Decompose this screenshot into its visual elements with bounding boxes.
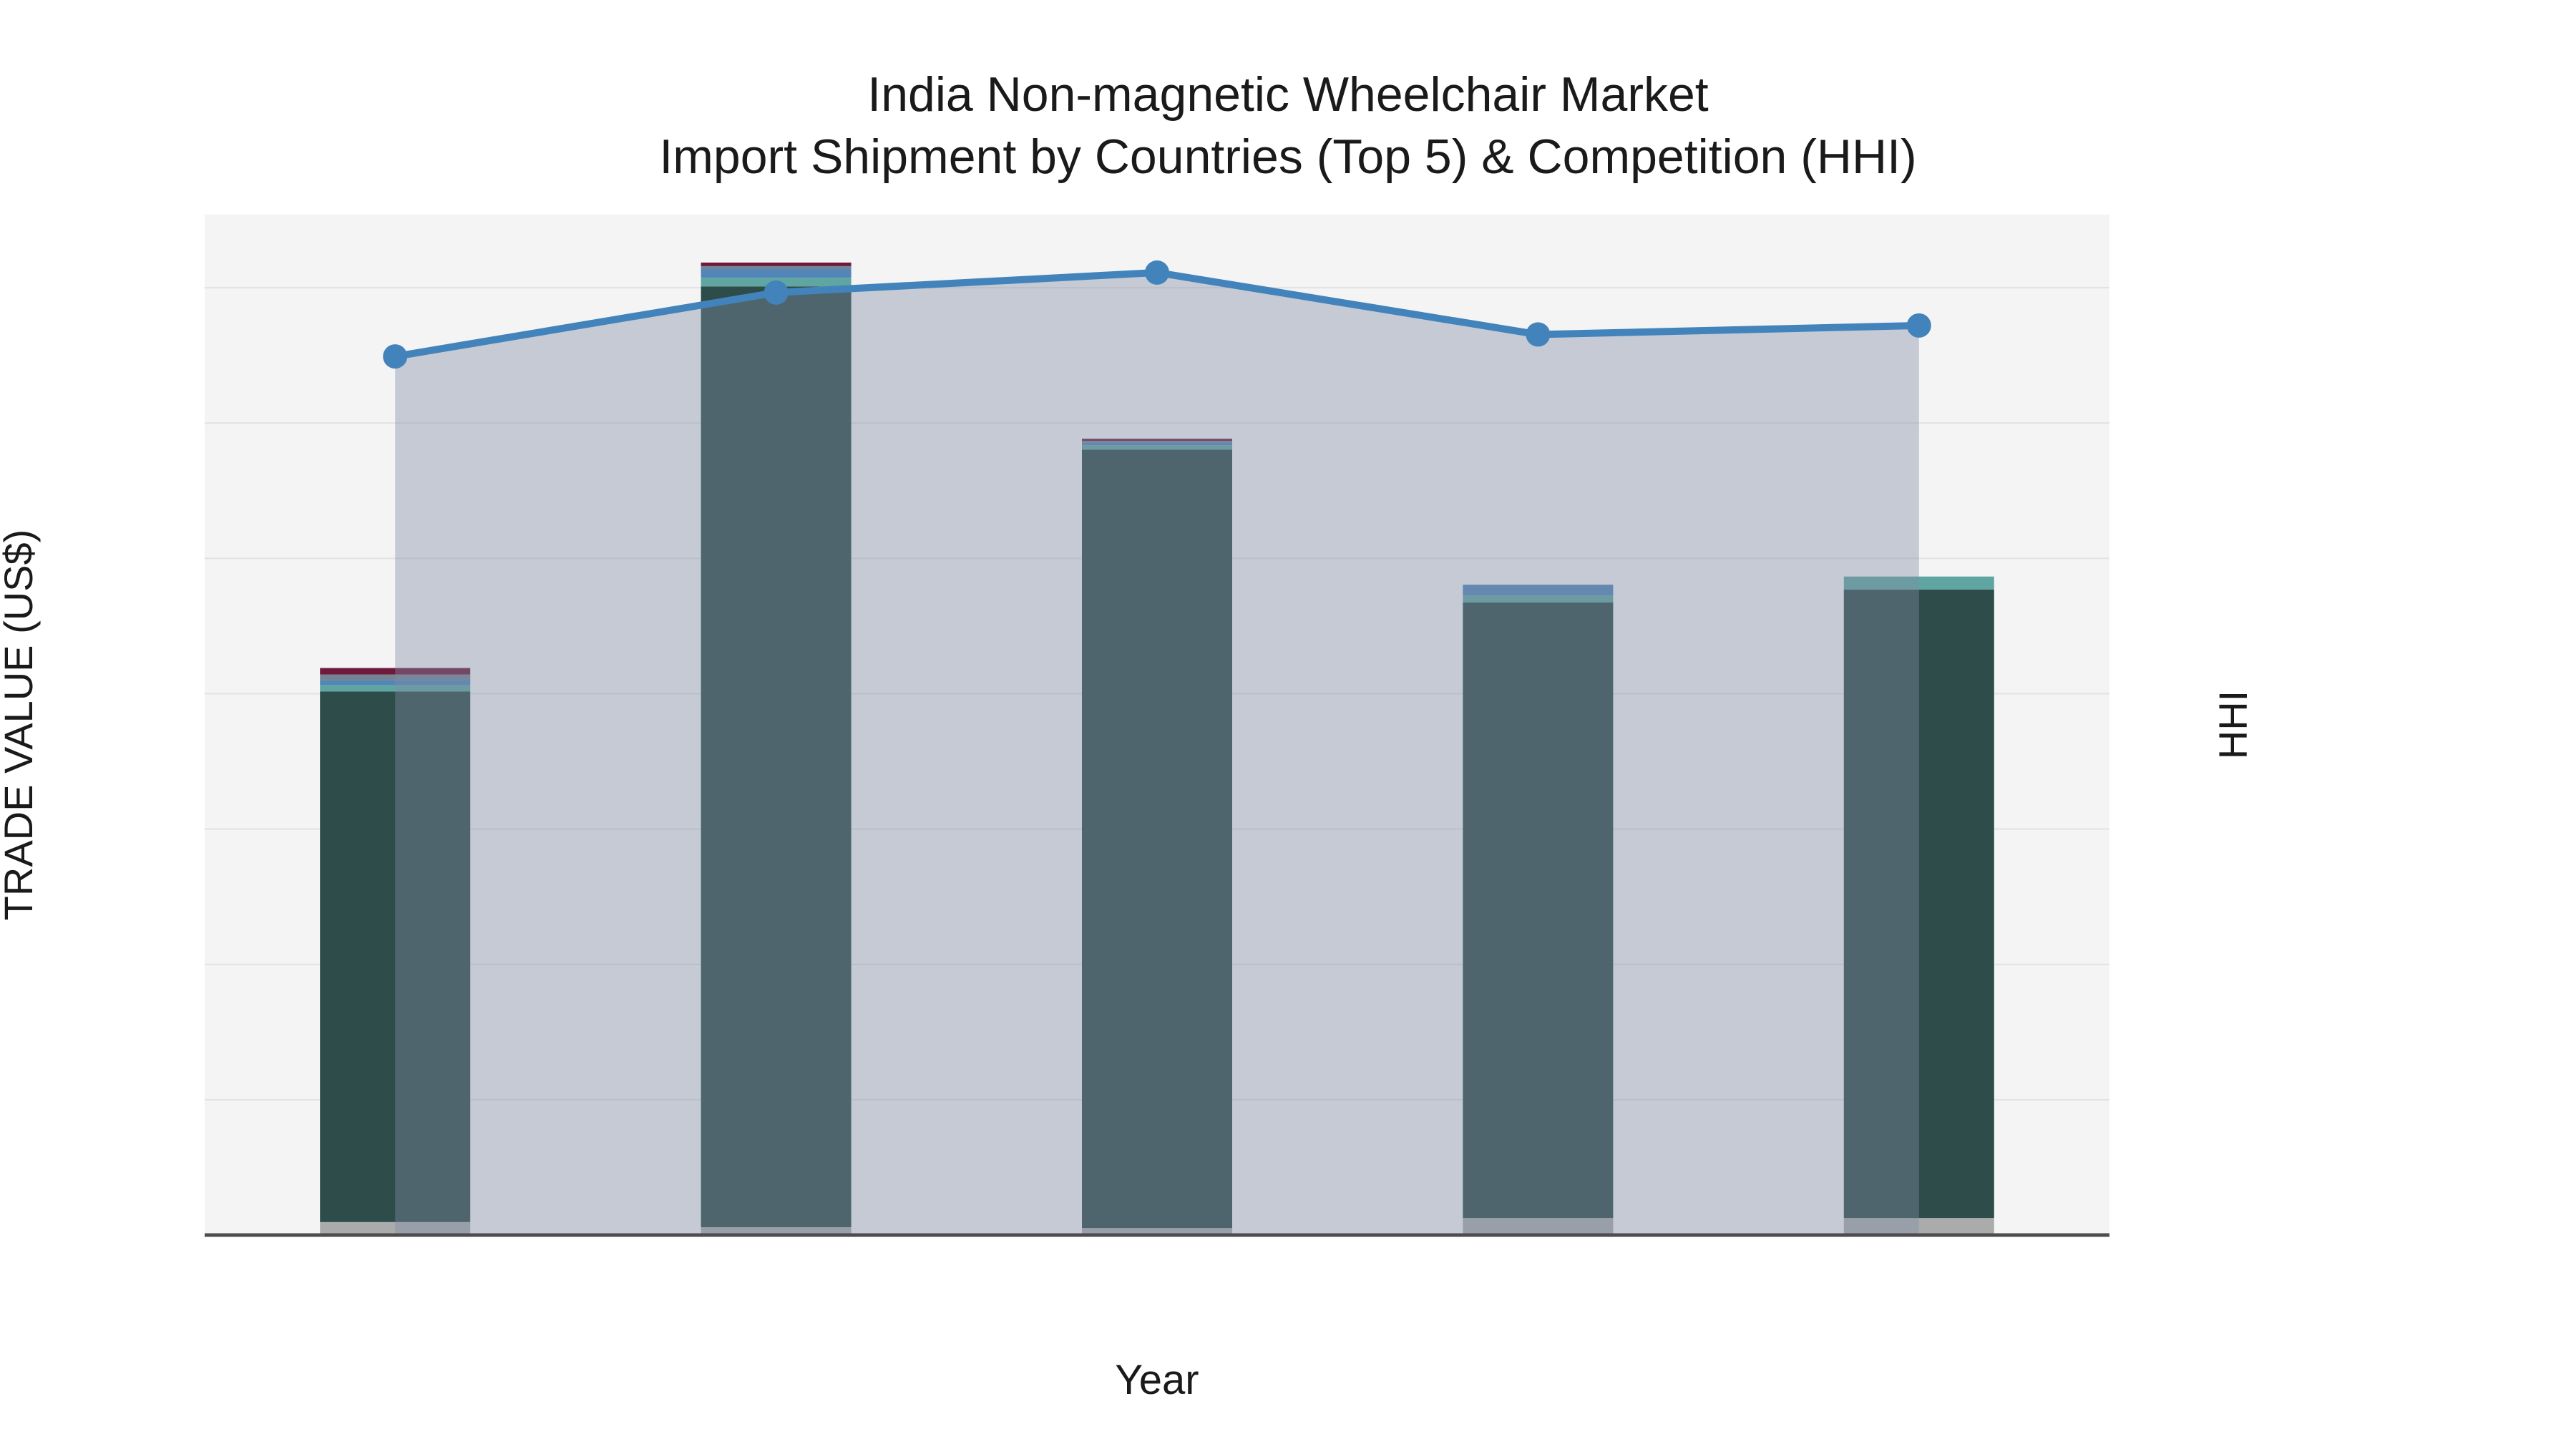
bar-segment-china-2024 xyxy=(1843,589,1994,1219)
hhi-area-fill xyxy=(395,272,1919,1235)
bar-segment-others-2021 xyxy=(701,1227,852,1235)
bar-segment-belgium-2021 xyxy=(701,262,852,266)
bar-segment-thailand-2020 xyxy=(320,674,471,680)
bar-segment-thailand-2021 xyxy=(701,265,852,270)
chart-title-line1: India Non-magnetic Wheelchair Market xyxy=(867,67,1708,122)
y-axis-right-title: HHI xyxy=(2210,691,2255,759)
bar-segment-china-2022 xyxy=(1082,449,1232,1229)
bar-segment-usa-2023 xyxy=(1463,595,1614,603)
bar-series-group xyxy=(320,262,1994,1235)
hhi-marker-2024 xyxy=(1906,313,1931,338)
bar-segment-china-2021 xyxy=(701,286,852,1228)
hhi-markers xyxy=(383,260,1931,369)
bar-segment-thailand-2022 xyxy=(1082,441,1232,443)
hhi-marker-2023 xyxy=(1526,322,1551,347)
bar-segment-belgium-2022 xyxy=(1082,439,1232,441)
bar-segment-usa-2024 xyxy=(1843,576,1994,590)
bar-segment-others-2020 xyxy=(320,1221,471,1235)
bar-segment-others-2022 xyxy=(1082,1228,1232,1235)
bar-segment-uk-2020 xyxy=(320,680,471,686)
bar-segment-others-2023 xyxy=(1463,1218,1614,1235)
bar-segment-others-2024 xyxy=(1843,1218,1994,1235)
hhi-marker-2022 xyxy=(1145,260,1169,285)
bar-segment-belgium-2020 xyxy=(320,668,471,675)
bar-segment-uk-2022 xyxy=(1082,442,1232,446)
bar-segment-uk-2023 xyxy=(1463,585,1614,596)
bar-segment-usa-2020 xyxy=(320,685,471,692)
bar-segment-china-2020 xyxy=(320,691,471,1222)
x-axis-title: Year xyxy=(1115,1357,1199,1403)
hhi-marker-2020 xyxy=(383,344,408,369)
hhi-area xyxy=(395,272,1919,1235)
hhi-marker-2021 xyxy=(763,280,789,305)
bar-segment-china-2023 xyxy=(1463,602,1614,1219)
chart-title-line2: Import Shipment by Countries (Top 5) & C… xyxy=(659,130,1916,184)
bar-segment-uk-2021 xyxy=(701,269,852,278)
y-axis-left-title: TRADE VALUE (US$) xyxy=(0,530,41,921)
bar-segment-usa-2022 xyxy=(1082,445,1232,450)
